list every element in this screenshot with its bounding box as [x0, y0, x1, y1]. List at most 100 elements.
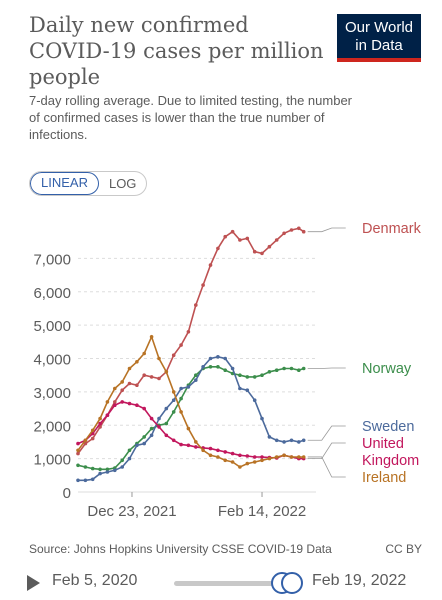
data-point-ireland — [245, 461, 250, 466]
data-point-sweden — [149, 433, 154, 438]
data-point-united-kingdom — [260, 455, 264, 459]
data-point-united-kingdom — [135, 403, 139, 407]
data-point-norway — [164, 421, 169, 426]
series-line-denmark — [77, 227, 305, 455]
data-point-sweden — [252, 398, 257, 402]
play-icon[interactable] — [27, 575, 40, 591]
data-point-denmark — [76, 451, 80, 456]
data-point-norway — [76, 463, 80, 468]
data-point-sweden — [157, 416, 161, 421]
data-point-ireland — [260, 458, 264, 463]
data-point-sweden — [230, 366, 235, 371]
data-point-ireland — [194, 440, 198, 444]
data-point-sweden — [120, 465, 124, 469]
data-point-ireland — [297, 455, 301, 459]
y-tick-label: 0 — [63, 485, 71, 502]
legend-label-sweden: Sweden — [362, 419, 414, 435]
data-point-sweden — [216, 355, 220, 359]
data-point-norway — [149, 426, 154, 431]
data-point-denmark — [157, 376, 161, 381]
legend-label-norway: Norway — [362, 361, 412, 377]
data-point-norway — [179, 396, 183, 401]
data-point-ireland — [301, 455, 306, 459]
data-point-sweden — [164, 406, 169, 411]
timeline-track[interactable] — [174, 581, 284, 586]
timeline-end-handle[interactable] — [281, 572, 303, 594]
timeline-slider: Feb 5, 2020 Feb 19, 2022 — [0, 568, 442, 598]
data-point-sweden — [142, 441, 146, 446]
data-point-norway — [171, 410, 176, 414]
data-point-denmark — [120, 388, 124, 392]
legend-label-united-kingdom: United — [362, 436, 404, 452]
data-point-united-kingdom — [142, 406, 146, 411]
data-point-denmark — [223, 234, 227, 239]
data-point-denmark — [142, 373, 146, 377]
data-point-ireland — [208, 453, 213, 458]
line-chart: 0 1,000 2,000 3,000 4,000 5,000 6,000 7,000 Dec … — [33, 221, 421, 520]
data-point-sweden — [245, 388, 250, 392]
data-point-denmark — [289, 228, 294, 232]
data-point-united-kingdom — [120, 400, 124, 404]
data-point-ireland — [201, 448, 205, 453]
data-point-norway — [301, 366, 306, 371]
series-line-united-kingdom — [77, 401, 304, 460]
data-point-norway — [282, 366, 286, 371]
timeline-end-label: Feb 19, 2022 — [312, 572, 407, 589]
data-point-united-kingdom — [105, 413, 110, 417]
owid-logo[interactable]: Our World in Data — [337, 14, 421, 62]
data-point-denmark — [216, 246, 220, 251]
x-tick-label: Dec 23, 2021 — [87, 503, 176, 520]
data-point-united-kingdom — [194, 445, 198, 449]
data-point-sweden — [289, 438, 294, 443]
data-point-norway — [274, 368, 279, 372]
legend-connector-united-kingdom — [307, 442, 346, 460]
data-point-sweden — [135, 443, 139, 448]
data-point-denmark — [260, 251, 264, 256]
data-point-sweden — [201, 365, 205, 369]
data-point-norway — [127, 448, 132, 453]
data-point-united-kingdom — [216, 448, 220, 453]
data-point-ireland — [282, 453, 286, 458]
data-point-united-kingdom — [208, 446, 213, 451]
data-point-denmark — [301, 229, 306, 234]
data-point-ireland — [76, 448, 80, 453]
data-point-united-kingdom — [98, 421, 102, 426]
data-point-denmark — [194, 303, 198, 307]
data-point-sweden — [90, 477, 95, 482]
data-point-united-kingdom — [149, 416, 154, 421]
data-point-sweden — [76, 478, 80, 483]
data-point-ireland — [113, 386, 117, 391]
data-point-ireland — [230, 460, 235, 464]
data-point-denmark — [238, 238, 242, 242]
legend-label-united-kingdom-2: Kingdom — [362, 453, 419, 469]
data-point-norway — [216, 365, 220, 369]
data-point-norway — [238, 373, 242, 377]
logo-line-1: Our World — [344, 19, 414, 36]
data-point-denmark — [90, 436, 95, 441]
data-point-denmark — [201, 283, 205, 287]
data-point-sweden — [105, 470, 110, 474]
log-scale-button[interactable]: LOG — [108, 176, 137, 191]
data-point-sweden — [208, 356, 213, 361]
linear-scale-button[interactable]: LINEAR — [30, 172, 99, 195]
data-point-sweden — [127, 456, 132, 461]
data-point-norway — [208, 365, 213, 369]
data-point-norway — [260, 373, 264, 377]
data-point-ireland — [157, 356, 161, 361]
data-point-united-kingdom — [238, 453, 242, 458]
data-point-denmark — [297, 226, 301, 231]
license-link[interactable]: CC BY — [385, 542, 422, 556]
data-point-united-kingdom — [245, 454, 250, 458]
data-point-ireland — [252, 460, 257, 464]
data-point-sweden — [297, 440, 301, 444]
data-point-ireland — [289, 455, 294, 459]
data-point-denmark — [267, 244, 272, 249]
data-point-denmark — [208, 263, 213, 267]
data-point-united-kingdom — [164, 433, 169, 438]
data-point-ireland — [274, 455, 279, 459]
data-point-denmark — [252, 249, 257, 254]
data-point-norway — [267, 370, 272, 374]
data-point-norway — [252, 375, 257, 379]
source-note[interactable]: Source: Johns Hopkins University CSSE CO… — [29, 542, 332, 556]
legend-connector-ireland — [307, 456, 346, 478]
